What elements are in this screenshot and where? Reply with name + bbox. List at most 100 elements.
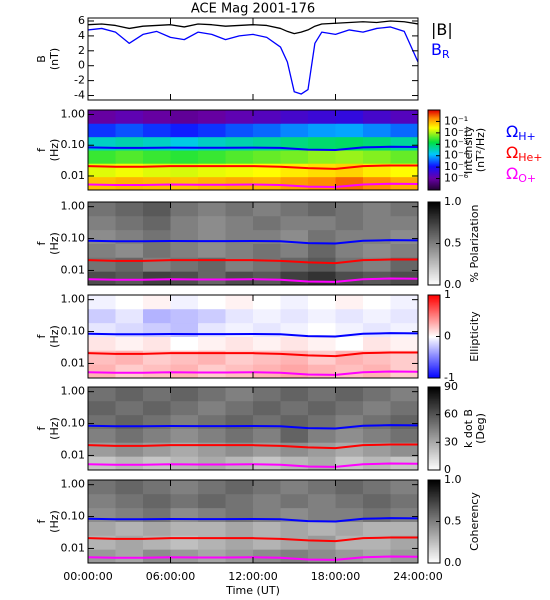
y-axis-label: f — [35, 240, 48, 245]
heatmap-cell — [170, 456, 199, 470]
heatmap-cell — [335, 521, 364, 536]
heatmap-cell — [253, 364, 281, 378]
heatmap-cell — [115, 480, 144, 495]
colorbar-slice — [428, 556, 440, 559]
colorbar-slice — [428, 231, 440, 233]
colorbar-slice — [428, 340, 440, 343]
heatmap-cell — [308, 202, 336, 217]
colorbar-slice — [428, 328, 440, 330]
colorbar-slice — [428, 403, 440, 406]
colorbar-slice — [428, 234, 440, 236]
heatmap-cell — [308, 521, 336, 536]
heatmap-cell — [170, 364, 199, 378]
colorbar-slice — [428, 254, 440, 257]
colorbar-slice — [428, 149, 440, 151]
colorbar-slice — [428, 206, 440, 208]
colorbar-slice — [428, 152, 440, 154]
heatmap-cell — [88, 271, 116, 285]
colorbar-slice — [428, 261, 440, 263]
heatmap-cell — [115, 493, 144, 509]
colorbar-slice — [428, 446, 440, 448]
colorbar-slice — [428, 481, 440, 483]
heatmap-cell — [363, 295, 391, 310]
colorbar-slice — [428, 411, 440, 414]
colorbar-slice — [428, 361, 440, 363]
heatmap-cell — [115, 243, 144, 258]
plot-area — [88, 110, 418, 190]
colorbar-slice — [428, 221, 440, 224]
colorbar-slice — [428, 352, 440, 354]
colorbar-slice — [428, 212, 440, 214]
colorbar-slice — [428, 240, 440, 242]
colorbar-slice — [428, 464, 440, 467]
heatmap-cell — [390, 442, 418, 457]
heatmap-cell — [335, 442, 364, 457]
heatmap-cell — [88, 387, 116, 402]
heatmap-cell — [390, 123, 418, 138]
heatmap-cell — [198, 336, 226, 351]
y-tick-label: 0.10 — [61, 325, 86, 338]
heatmap-cell — [88, 202, 116, 217]
colorbar-slice — [428, 170, 440, 172]
colorbar-slice — [428, 123, 440, 125]
heatmap-cell — [335, 150, 364, 164]
heatmap-cell — [253, 243, 281, 258]
colorbar-slice — [428, 167, 440, 169]
colorbar-tick-label: -1 — [444, 371, 455, 384]
colorbar-slice — [428, 230, 440, 232]
colorbar-slice — [428, 355, 440, 357]
heatmap-cell — [115, 110, 144, 124]
heatmap-cell — [363, 308, 391, 324]
colorbar-slice — [428, 186, 440, 188]
colorbar-slice — [428, 480, 440, 482]
heatmap-cell — [363, 428, 391, 443]
colorbar-slice — [428, 225, 440, 228]
colorbar-label: % Polarization — [468, 205, 481, 283]
colorbar-slice — [428, 264, 440, 266]
heatmap-cell — [363, 400, 391, 416]
heatmap-cell — [308, 549, 336, 563]
y-axis-label: (Hz) — [48, 232, 61, 255]
colorbar-slice — [428, 121, 440, 123]
colorbar-slice — [428, 490, 440, 492]
heatmap-cell — [198, 428, 226, 443]
plot-area — [88, 295, 418, 378]
colorbar-slice — [428, 337, 440, 339]
colorbar-slice — [428, 343, 440, 346]
y-axis-label: B — [35, 55, 48, 63]
heatmap-cell — [335, 400, 364, 416]
colorbar-slice — [428, 314, 440, 317]
colorbar-slice — [428, 128, 440, 130]
colorbar-slice — [428, 519, 440, 521]
heatmap-cell — [253, 271, 281, 285]
colorbar-slice — [428, 537, 440, 539]
y-tick-label: 2 — [78, 44, 85, 57]
heatmap-cell — [225, 364, 254, 378]
colorbar-slice — [428, 395, 440, 397]
colorbar-slice — [428, 534, 440, 537]
colorbar-slice — [428, 529, 440, 532]
colorbar-slice — [428, 345, 440, 348]
colorbar-slice — [428, 281, 440, 284]
colorbar-slice — [428, 431, 440, 434]
heatmap-cell — [308, 336, 336, 351]
colorbar-slice — [428, 161, 440, 163]
colorbar-slice — [428, 549, 440, 551]
heatmap-cell — [143, 549, 171, 563]
heatmap-cell — [363, 150, 391, 164]
gyro-line — [88, 351, 418, 358]
colorbar-slice — [428, 299, 440, 301]
heatmap-cell — [170, 295, 199, 310]
colorbar-tick-label: 10⁻⁴ — [444, 149, 469, 162]
heatmap-cell — [308, 215, 336, 231]
colorbar-slice — [428, 141, 440, 143]
colorbar-slice — [428, 130, 440, 132]
colorbar-slice — [428, 228, 440, 231]
colorbar-slice — [428, 307, 440, 309]
colorbar-slice — [428, 338, 440, 341]
heatmap-cell — [280, 535, 309, 550]
heatmap-cell — [170, 243, 199, 258]
heatmap-cell — [335, 364, 364, 378]
heatmap-cell — [143, 480, 171, 495]
colorbar-slice — [428, 323, 440, 325]
